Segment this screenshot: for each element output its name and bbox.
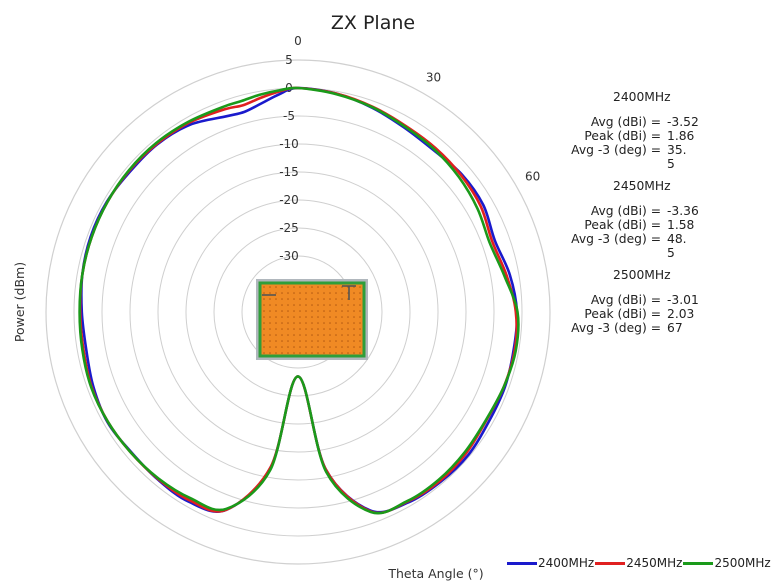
y-axis-title: Power (dBm) bbox=[12, 262, 27, 342]
stats-value: 48. 5 bbox=[667, 232, 703, 260]
stats-value: 35. 5 bbox=[667, 143, 703, 171]
stats-label: Avg -3 (deg) = bbox=[560, 321, 667, 335]
legend-item: 2500MHz bbox=[683, 556, 770, 570]
x-axis-title: Theta Angle (°) bbox=[387, 566, 483, 581]
r-tick-label: -25 bbox=[279, 221, 299, 235]
r-tick-label: -30 bbox=[279, 249, 299, 263]
stats-band-name: 2450MHz bbox=[560, 179, 765, 193]
angle-label: 0 bbox=[294, 34, 302, 48]
r-tick-label: -15 bbox=[279, 165, 299, 179]
stats-value: -3.01 bbox=[667, 293, 703, 307]
stats-label: Avg (dBi) = bbox=[560, 204, 667, 218]
stats-value: 67 bbox=[667, 321, 703, 335]
legend-label: 2450MHz bbox=[626, 556, 682, 570]
stats-value: 2.03 bbox=[667, 307, 703, 321]
angle-label: 30 bbox=[426, 70, 441, 84]
legend: 2400MHz 2450MHz 2500MHz bbox=[507, 556, 772, 570]
stats-band: 2500MHz Avg (dBi) = -3.01 Peak (dBi) = 2.03 A… bbox=[560, 268, 765, 335]
stats-label: Avg -3 (deg) = bbox=[560, 143, 667, 171]
r-tick-label: -5 bbox=[283, 109, 295, 123]
stats-band: 2400MHz Avg (dBi) = -3.52 Peak (dBi) = 1.86 A… bbox=[560, 90, 765, 171]
r-tick-label: -20 bbox=[279, 193, 299, 207]
stats-row: Avg -3 (deg) = 67 bbox=[560, 321, 765, 335]
legend-item: 2450MHz bbox=[595, 556, 682, 570]
stats-row: Peak (dBi) = 1.86 bbox=[560, 129, 765, 143]
stats-row: Peak (dBi) = 1.58 bbox=[560, 218, 765, 232]
stats-row: Avg (dBi) = -3.52 bbox=[560, 115, 765, 129]
angle-labels: 0 30 60 bbox=[294, 34, 540, 184]
stats-label: Peak (dBi) = bbox=[560, 129, 667, 143]
legend-label: 2500MHz bbox=[714, 556, 770, 570]
stats-label: Peak (dBi) = bbox=[560, 307, 667, 321]
r-tick-label: 5 bbox=[285, 53, 293, 67]
legend-label: 2400MHz bbox=[538, 556, 594, 570]
antenna-board-image bbox=[256, 279, 368, 360]
stats-row: Avg (dBi) = -3.36 bbox=[560, 204, 765, 218]
angle-label: 60 bbox=[525, 170, 540, 184]
legend-swatch bbox=[683, 562, 713, 565]
stats-value: -3.52 bbox=[667, 115, 703, 129]
stats-row: Peak (dBi) = 2.03 bbox=[560, 307, 765, 321]
r-tick-label: -10 bbox=[279, 137, 299, 151]
stats-value: 1.86 bbox=[667, 129, 703, 143]
stats-row: Avg -3 (deg) = 48. 5 bbox=[560, 232, 765, 260]
stats-label: Peak (dBi) = bbox=[560, 218, 667, 232]
stats-label: Avg (dBi) = bbox=[560, 293, 667, 307]
stats-row: Avg -3 (deg) = 35. 5 bbox=[560, 143, 765, 171]
stats-value: -3.36 bbox=[667, 204, 703, 218]
chart-title: ZX Plane bbox=[331, 12, 415, 34]
stats-band-name: 2500MHz bbox=[560, 268, 765, 282]
stats-panel: 2400MHz Avg (dBi) = -3.52 Peak (dBi) = 1.86 A… bbox=[560, 90, 765, 343]
legend-swatch bbox=[595, 562, 625, 565]
legend-swatch bbox=[507, 562, 537, 565]
stats-band-name: 2400MHz bbox=[560, 90, 765, 104]
stats-label: Avg -3 (deg) = bbox=[560, 232, 667, 260]
stats-row: Avg (dBi) = -3.01 bbox=[560, 293, 765, 307]
stats-band: 2450MHz Avg (dBi) = -3.36 Peak (dBi) = 1.58 A… bbox=[560, 179, 765, 260]
stats-label: Avg (dBi) = bbox=[560, 115, 667, 129]
stats-value: 1.58 bbox=[667, 218, 703, 232]
legend-item: 2400MHz bbox=[507, 556, 594, 570]
